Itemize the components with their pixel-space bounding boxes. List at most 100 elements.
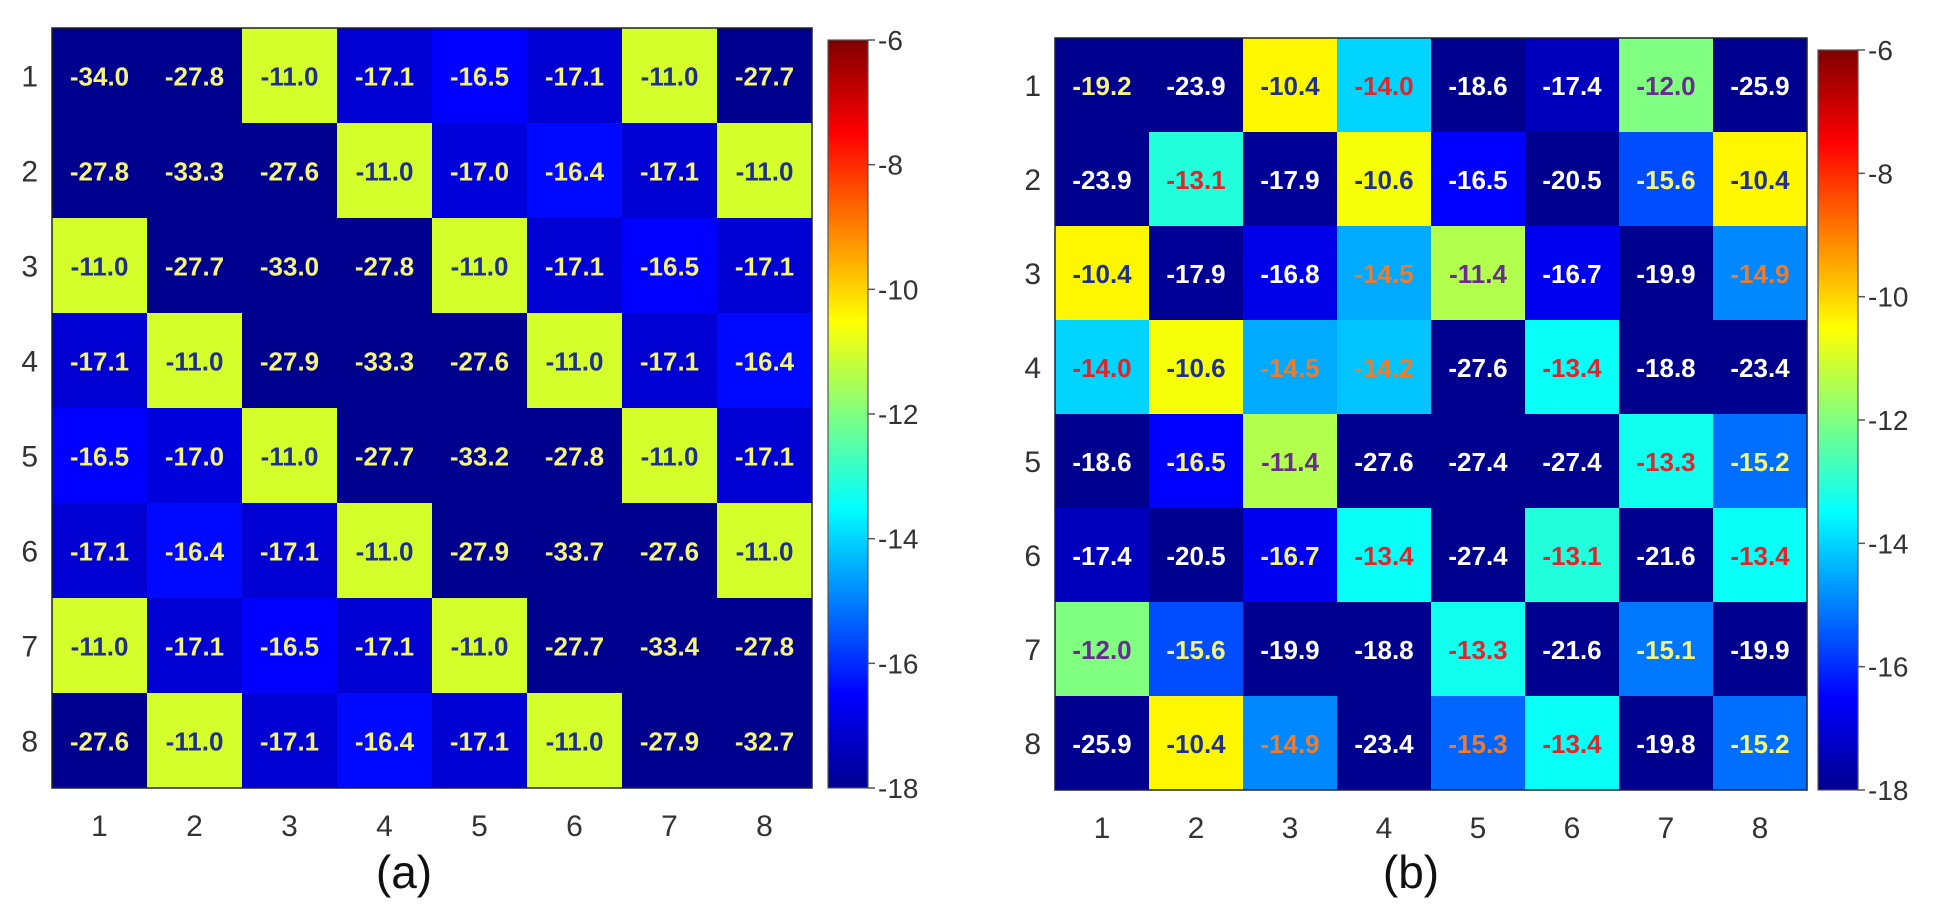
heatmap-cell-a-r1-c6 [527,28,623,124]
cell-value-label-a-r4-c7: -17.1 [640,347,699,377]
heatmap-cell-a-r8-c3 [242,693,338,789]
cell-value-label-a-r3-c8: -17.1 [735,252,794,282]
heatmap-cell-b-r6-c8 [1713,508,1808,603]
heatmap-cell-a-r2-c3 [242,123,338,219]
heatmap-cell-b-r3-c1 [1055,226,1150,321]
cell-value-label-a-r2-c8: -11.0 [736,157,794,187]
heatmap-cell-b-r8-c1 [1055,696,1150,791]
cell-value-label-b-r6-c6: -13.1 [1542,541,1601,571]
cell-value-label-a-r4-c5: -27.6 [450,347,509,377]
cell-value-label-b-r3-c8: -14.9 [1730,259,1789,289]
cell-value-label-a-r3-c1: -11.0 [71,252,129,282]
cell-value-label-a-r3-c2: -27.7 [165,252,224,282]
heatmap-cell-a-r3-c7 [622,218,718,314]
y-tick-label-b-2: 2 [1024,164,1041,197]
cell-value-label-a-r3-c5: -11.0 [451,252,509,282]
cell-value-label-a-r3-c3: -33.0 [260,252,319,282]
cell-value-label-b-r5-c2: -16.5 [1166,447,1225,477]
cell-value-label-a-r7-c6: -27.7 [545,632,604,662]
heatmap-cell-a-r6-c2 [147,503,243,599]
x-tick-labels-a: 1 2 3 4 5 6 7 8 [91,810,773,843]
cell-value-label-a-r5-c6: -27.8 [545,442,604,472]
cell-value-label-a-r8-c8: -32.7 [735,727,794,757]
heatmap-cell-b-r4-c6 [1525,320,1620,415]
heatmap-cell-b-r5-c4 [1337,414,1432,509]
panel-label-a: (a) [376,846,432,898]
cell-value-label-a-r2-c5: -17.0 [450,157,509,187]
heatmap-cell-b-r7-c2 [1149,602,1244,697]
heatmap-cell-b-r1-c7 [1619,38,1714,133]
heatmap-cell-a-r8-c8 [717,693,813,789]
heatmap-cell-a-r2-c7 [622,123,718,219]
heatmap-cell-b-r2-c2 [1149,132,1244,227]
cell-value-label-b-r1-c8: -25.9 [1730,71,1789,101]
heatmap-cell-a-r6-c1 [52,503,148,599]
cell-value-label-a-r7-c4: -17.1 [355,632,414,662]
cell-value-label-a-r2-c1: -27.8 [70,157,129,187]
cell-value-label-a-r6-c2: -16.4 [165,537,225,567]
x-tick-label-b-3: 3 [1282,812,1299,845]
heatmap-cell-b-r6-c3 [1243,508,1338,603]
colorbar-tick-label-a: -16 [878,648,918,679]
heatmap-cell-a-r4-c5 [432,313,528,409]
colorbar-tick-label-b: -18 [1868,775,1908,806]
heatmap-cell-b-r3-c8 [1713,226,1808,321]
heatmap-cell-a-r1-c8 [717,28,813,124]
cell-value-label-b-r5-c8: -15.2 [1730,447,1789,477]
heatmap-cell-b-r6-c5 [1431,508,1526,603]
panel-label-b: (b) [1383,846,1439,898]
colorbar-tick-label-a: -6 [878,25,903,56]
y-tick-label-b-7: 7 [1024,634,1041,667]
cell-value-label-a-r8-c3: -17.1 [260,727,319,757]
x-tick-label-a-5: 5 [471,810,488,843]
heatmap-cell-b-r1-c2 [1149,38,1244,133]
heatmap-cell-b-r4-c7 [1619,320,1714,415]
heatmap-cell-b-r6-c6 [1525,508,1620,603]
cell-value-label-b-r8-c4: -23.4 [1354,729,1414,759]
cell-value-label-b-r6-c7: -21.6 [1636,541,1695,571]
heatmap-cell-a-r1-c5 [432,28,528,124]
heatmap-cell-b-r5-c7 [1619,414,1714,509]
heatmap-cell-b-r2-c4 [1337,132,1432,227]
cell-value-label-a-r1-c6: -17.1 [545,62,604,92]
heatmap-cell-a-r7-c5 [432,598,528,694]
heatmap-cell-b-r5-c8 [1713,414,1808,509]
cell-value-label-b-r3-c6: -16.7 [1542,259,1601,289]
y-tick-label-b-1: 1 [1024,70,1041,103]
heatmap-cell-a-r3-c1 [52,218,148,314]
heatmap-cell-b-r5-c2 [1149,414,1244,509]
cell-value-label-b-r8-c8: -15.2 [1730,729,1789,759]
x-tick-label-b-4: 4 [1376,812,1393,845]
heatmap-cell-a-r4-c3 [242,313,338,409]
colorbar-tick-label-a: -10 [878,274,918,305]
colorbar-tick-label-b: -16 [1868,652,1908,683]
cell-value-label-b-r1-c5: -18.6 [1448,71,1507,101]
heatmap-cell-a-r8-c2 [147,693,243,789]
heatmap-cell-b-r7-c5 [1431,602,1526,697]
cell-value-label-a-r8-c1: -27.6 [70,727,129,757]
colorbar-b [1817,49,1859,791]
heatmap-cell-a-r5-c7 [622,408,718,504]
y-tick-label-b-5: 5 [1024,446,1041,479]
colorbar-tick-label-b: -10 [1868,282,1908,313]
y-tick-label-a-4: 4 [21,346,38,379]
cell-value-label-a-r8-c4: -16.4 [355,727,415,757]
heatmap-cell-a-r3-c8 [717,218,813,314]
heatmap-cell-b-r2-c6 [1525,132,1620,227]
heatmap-cell-a-r6-c4 [337,503,433,599]
cell-value-label-b-r7-c7: -15.1 [1636,635,1695,665]
heatmap-cell-b-r3-c5 [1431,226,1526,321]
x-tick-label-a-4: 4 [376,810,393,843]
cell-value-label-b-r4-c8: -23.4 [1730,353,1790,383]
heatmap-cell-a-r4-c7 [622,313,718,409]
cell-value-label-b-r8-c1: -25.9 [1072,729,1131,759]
heatmap-cell-a-r7-c3 [242,598,338,694]
cell-value-label-b-r2-c5: -16.5 [1448,165,1507,195]
heatmap-cell-b-r7-c8 [1713,602,1808,697]
cell-value-label-a-r1-c1: -34.0 [70,62,129,92]
cell-value-label-a-r1-c5: -16.5 [450,62,509,92]
heatmap-cell-b-r1-c6 [1525,38,1620,133]
heatmap-cell-b-r6-c4 [1337,508,1432,603]
heatmap-cell-a-r4-c6 [527,313,623,409]
heatmap-cell-a-r7-c6 [527,598,623,694]
